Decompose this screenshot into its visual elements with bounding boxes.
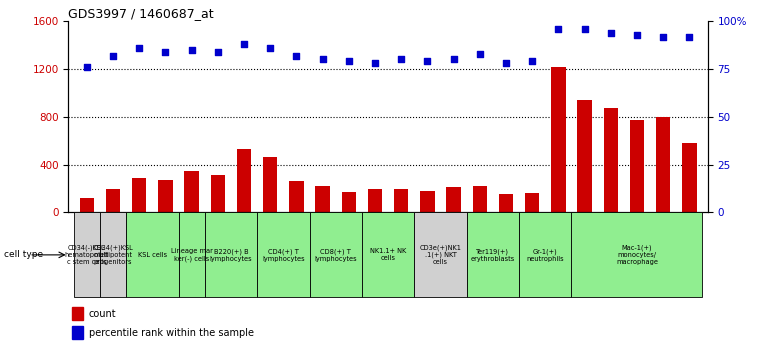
Bar <box>525 193 540 212</box>
FancyBboxPatch shape <box>205 212 257 297</box>
Point <box>422 58 434 64</box>
Text: Lineage mar
ker(-) cells: Lineage mar ker(-) cells <box>170 248 212 262</box>
Text: CD3e(+)NK1
.1(+) NKT
cells: CD3e(+)NK1 .1(+) NKT cells <box>419 244 461 266</box>
Text: Mac-1(+)
monocytes/
macrophage: Mac-1(+) monocytes/ macrophage <box>616 245 658 265</box>
Bar <box>603 108 618 212</box>
Point <box>107 53 119 58</box>
FancyBboxPatch shape <box>74 212 100 297</box>
Point <box>238 41 250 47</box>
FancyBboxPatch shape <box>362 212 414 297</box>
Bar <box>237 149 251 212</box>
Point <box>447 57 460 62</box>
FancyBboxPatch shape <box>414 212 466 297</box>
Bar <box>420 192 435 212</box>
Point <box>81 64 93 70</box>
Bar <box>630 120 645 212</box>
Point <box>526 58 538 64</box>
Bar <box>368 189 382 212</box>
Text: Gr-1(+)
neutrophils: Gr-1(+) neutrophils <box>527 248 564 262</box>
FancyBboxPatch shape <box>126 212 179 297</box>
Bar <box>263 158 278 212</box>
Bar <box>72 307 83 320</box>
Bar <box>656 117 670 212</box>
Point <box>605 30 617 35</box>
FancyBboxPatch shape <box>466 212 519 297</box>
Text: B220(+) B
lymphocytes: B220(+) B lymphocytes <box>209 248 252 262</box>
Point <box>395 57 407 62</box>
Bar <box>132 178 146 212</box>
Bar <box>342 192 356 212</box>
Bar <box>72 326 83 339</box>
Point <box>264 45 276 51</box>
Point <box>212 49 224 55</box>
Point <box>473 51 486 57</box>
Bar <box>289 181 304 212</box>
Bar <box>184 171 199 212</box>
Bar <box>578 100 592 212</box>
FancyBboxPatch shape <box>257 212 310 297</box>
Bar <box>551 67 565 212</box>
Bar <box>473 185 487 212</box>
FancyBboxPatch shape <box>519 212 572 297</box>
Point <box>186 47 198 53</box>
FancyBboxPatch shape <box>572 212 702 297</box>
FancyBboxPatch shape <box>310 212 362 297</box>
Bar <box>106 188 120 212</box>
Text: NK1.1+ NK
cells: NK1.1+ NK cells <box>370 249 406 261</box>
Bar <box>447 187 461 212</box>
Text: KSL cells: KSL cells <box>138 252 167 258</box>
Text: CD34(-)KSL
hematopoieti
c stem cells: CD34(-)KSL hematopoieti c stem cells <box>65 245 109 265</box>
Point <box>683 34 696 39</box>
Point <box>657 34 669 39</box>
Bar <box>158 180 173 212</box>
Point <box>552 26 565 32</box>
Point <box>133 45 145 51</box>
Point <box>369 61 381 66</box>
Bar <box>394 189 409 212</box>
Point <box>578 26 591 32</box>
Point <box>291 53 303 58</box>
Text: CD4(+) T
lymphocytes: CD4(+) T lymphocytes <box>262 248 304 262</box>
Point <box>500 61 512 66</box>
Bar <box>80 198 94 212</box>
Text: CD8(+) T
lymphocytes: CD8(+) T lymphocytes <box>314 248 357 262</box>
Text: CD34(+)KSL
multipotent
progenitors: CD34(+)KSL multipotent progenitors <box>93 245 133 265</box>
Text: Ter119(+)
erythroblasts: Ter119(+) erythroblasts <box>471 248 515 262</box>
Bar <box>682 143 696 212</box>
Point <box>159 49 171 55</box>
Bar <box>315 186 330 212</box>
FancyBboxPatch shape <box>100 212 126 297</box>
Point <box>342 58 355 64</box>
Text: cell type: cell type <box>4 250 43 259</box>
Bar <box>498 194 513 212</box>
Text: percentile rank within the sample: percentile rank within the sample <box>89 328 254 338</box>
Text: count: count <box>89 309 116 319</box>
Bar <box>211 175 225 212</box>
Point <box>631 32 643 38</box>
Text: GDS3997 / 1460687_at: GDS3997 / 1460687_at <box>68 7 214 20</box>
Point <box>317 57 329 62</box>
FancyBboxPatch shape <box>179 212 205 297</box>
